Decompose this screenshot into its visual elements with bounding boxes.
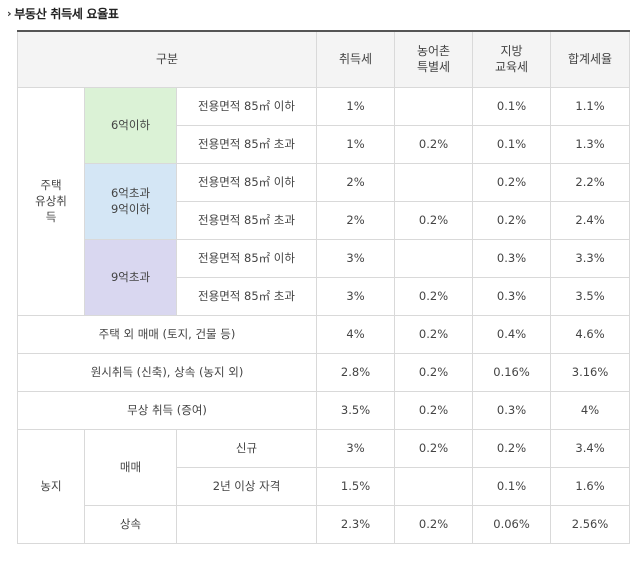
header-total: 합계세율 [550,30,631,88]
acq-cell: 2% [316,162,396,202]
farmland-label: 농지 [17,428,85,544]
total-cell: 1.6% [550,466,631,506]
acq-cell: 2% [316,200,396,240]
acq-cell: 3% [316,276,396,316]
edu-cell: 0.2% [472,428,552,468]
table-row: 주택 유상취 득 6억이하 전용면적 85㎡ 이하 1% 0.1% 1.1% [17,86,631,316]
edu-cell: 0.1% [472,86,552,126]
area-cell: 전용면적 85㎡ 초과 [175,276,318,316]
acq-cell: 3% [316,238,396,278]
edu-cell: 0.3% [472,390,552,430]
rural-cell: 0.2% [394,352,474,392]
total-cell: 4% [550,390,631,430]
farmland-trade-label: 매매 [84,428,177,506]
header-edu-tax-line1: 지방 [500,44,523,59]
row-label: 2년 이상 자격 [175,466,318,506]
area-cell: 전용면적 85㎡ 초과 [175,124,318,164]
total-cell: 2.4% [550,200,631,240]
header-row: 구분 취득세 농어촌 특별세 지방 교육세 합계세율 [16,30,631,88]
rural-cell: 0.2% [394,428,474,468]
acq-cell: 3.5% [316,390,396,430]
price-group-label: 9억초과 [84,238,177,316]
edu-cell: 0.2% [472,162,552,202]
total-cell: 2.56% [550,504,631,544]
row-label: 주택 외 매매 (토지, 건물 등) [16,314,318,354]
row-label: 상속 [84,504,177,544]
table-row: 전용면적 85㎡ 초과 1% 0.2% 0.1% 1.3% [18,124,631,164]
row-sublabel [175,504,318,544]
row-label: 신규 [175,428,318,468]
total-cell: 3.5% [550,276,631,316]
header-acq-tax: 취득세 [316,30,396,88]
acq-cell: 2.3% [316,504,396,544]
area-cell: 전용면적 85㎡ 초과 [175,200,318,240]
price-group-label-line2: 9억이하 [110,202,151,216]
acq-cell: 1% [316,124,396,164]
area-cell: 전용면적 85㎡ 이하 [175,238,318,278]
table-row: 주택 외 매매 (토지, 건물 등) 4% 0.2% 0.4% 4.6% [16,314,631,354]
rural-cell [394,86,474,126]
table-row: 무상 취득 (증여) 3.5% 0.2% 0.3% 4% [16,390,631,430]
area-cell: 전용면적 85㎡ 이하 [175,162,318,202]
housing-label: 주택 유상취 득 [17,86,85,316]
price-group-label-line1: 6억초과 [110,186,151,200]
header-rural-tax-line1: 농어촌 [416,44,451,59]
acquisition-tax-rate-table: 구분 취득세 농어촌 특별세 지방 교육세 합계세율 주택 유상취 득 6억이하… [16,30,631,544]
edu-cell: 0.3% [472,238,552,278]
header-edu-tax-line2: 교육세 [494,60,529,75]
edu-cell: 0.2% [472,200,552,240]
price-group-label: 6억초과 9억이하 [84,162,177,240]
table-row: 9억초과 전용면적 85㎡ 이하 3% 0.3% 3.3% [18,238,631,316]
acq-cell: 3% [316,428,396,468]
housing-label-line3: 득 [45,210,57,224]
housing-label-line1: 주택 [40,178,62,192]
total-cell: 3.3% [550,238,631,278]
header-edu-tax: 지방 교육세 [472,30,552,88]
acq-cell: 1.5% [316,466,396,506]
edu-cell: 0.06% [472,504,552,544]
table-row: 상속 2.3% 0.2% 0.06% 2.56% [18,504,631,544]
total-cell: 2.2% [550,162,631,202]
chevron-right-icon: › [7,6,12,20]
rural-cell [394,162,474,202]
rural-cell: 0.2% [394,390,474,430]
acq-cell: 2.8% [316,352,396,392]
edu-cell: 0.3% [472,276,552,316]
edu-cell: 0.16% [472,352,552,392]
rural-cell: 0.2% [394,124,474,164]
header-category: 구분 [16,30,318,88]
table-row: 원시취득 (신축), 상속 (농지 외) 2.8% 0.2% 0.16% 3.1… [16,352,631,392]
edu-cell: 0.1% [472,124,552,164]
rural-cell: 0.2% [394,314,474,354]
table-title-text: 부동산 취득세 요율표 [14,6,119,21]
edu-cell: 0.1% [472,466,552,506]
row-label: 원시취득 (신축), 상속 (농지 외) [16,352,318,392]
table-row: 전용면적 85㎡ 초과 3% 0.2% 0.3% 3.5% [18,276,631,316]
total-cell: 3.4% [550,428,631,468]
total-cell: 4.6% [550,314,631,354]
table-title: › 부동산 취득세 요율표 [7,3,119,23]
area-cell: 전용면적 85㎡ 이하 [175,86,318,126]
rural-cell [394,466,474,506]
total-cell: 3.16% [550,352,631,392]
total-cell: 1.3% [550,124,631,164]
rural-cell: 0.2% [394,200,474,240]
total-cell: 1.1% [550,86,631,126]
header-rural-tax-line2: 특별세 [416,60,451,75]
acq-cell: 1% [316,86,396,126]
rural-cell [394,238,474,278]
rural-cell: 0.2% [394,276,474,316]
rural-cell: 0.2% [394,504,474,544]
edu-cell: 0.4% [472,314,552,354]
price-group-label: 6억이하 [84,86,177,164]
table-row: 6억초과 9억이하 전용면적 85㎡ 이하 2% 0.2% 2.2% [18,162,631,240]
header-rural-tax: 농어촌 특별세 [394,30,474,88]
housing-label-line2: 유상취 [35,194,67,208]
row-label: 무상 취득 (증여) [16,390,318,430]
table-row: 농지 매매 신규 3% 0.2% 0.2% 3.4% [17,428,631,544]
table-row: 2년 이상 자격 1.5% 0.1% 1.6% [18,466,631,506]
acq-cell: 4% [316,314,396,354]
table-row: 전용면적 85㎡ 초과 2% 0.2% 0.2% 2.4% [18,200,631,240]
